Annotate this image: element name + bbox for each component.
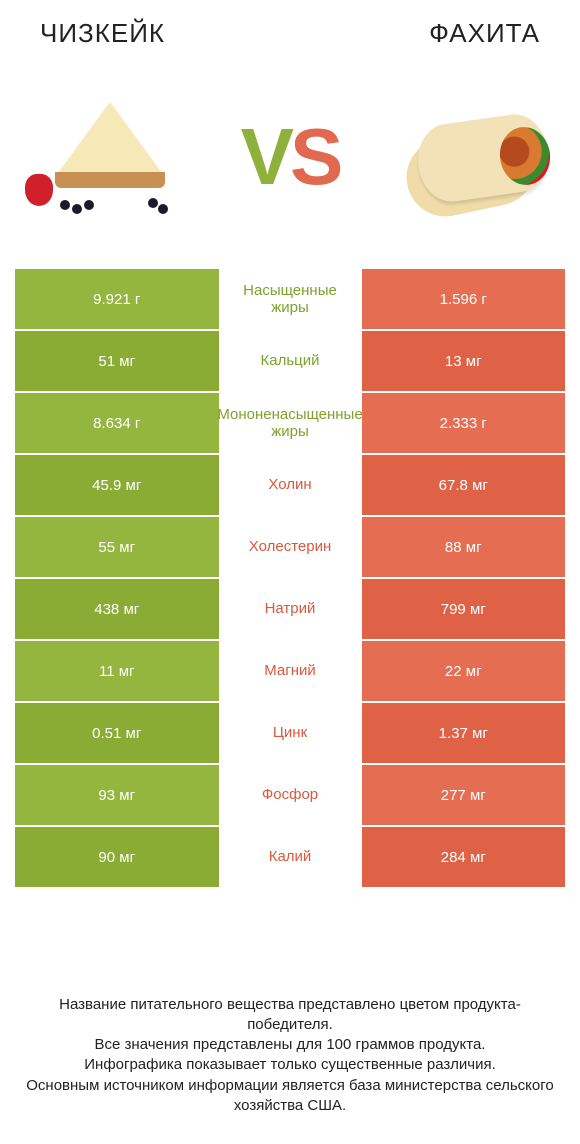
right-value: 1.37 мг: [362, 703, 566, 765]
nutrition-table: 9.921 гНасыщенные жиры1.596 г51 мгКальци…: [15, 269, 565, 889]
right-value: 67.8 мг: [362, 455, 566, 517]
table-row: 9.921 гНасыщенные жиры1.596 г: [15, 269, 565, 331]
hero: VS: [0, 57, 580, 257]
vs-label: VS: [241, 111, 340, 203]
left-value: 90 мг: [15, 827, 219, 889]
vs-s: S: [290, 112, 339, 201]
left-value: 55 мг: [15, 517, 219, 579]
left-value: 438 мг: [15, 579, 219, 641]
footer-line: Все значения представлены для 100 граммо…: [24, 1035, 556, 1055]
nutrient-label: Цинк: [219, 703, 362, 765]
table-row: 0.51 мгЦинк1.37 мг: [15, 703, 565, 765]
header: ЧИЗКЕЙК ФАХИТА: [0, 0, 580, 57]
nutrient-label: Кальций: [219, 331, 362, 393]
nutrient-label: Калий: [219, 827, 362, 889]
left-value: 9.921 г: [15, 269, 219, 331]
vs-v: V: [241, 112, 290, 201]
footer-line: Инфографика показывает только существенн…: [24, 1055, 556, 1075]
table-row: 93 мгФосфор277 мг: [15, 765, 565, 827]
right-value: 2.333 г: [362, 393, 566, 455]
nutrient-label: Магний: [219, 641, 362, 703]
right-value: 88 мг: [362, 517, 566, 579]
table-row: 8.634 гМононенасыщенные жиры2.333 г: [15, 393, 565, 455]
table-row: 45.9 мгХолин67.8 мг: [15, 455, 565, 517]
left-value: 0.51 мг: [15, 703, 219, 765]
nutrient-label: Насыщенные жиры: [219, 269, 362, 331]
left-value: 51 мг: [15, 331, 219, 393]
right-value: 13 мг: [362, 331, 566, 393]
table-row: 90 мгКалий284 мг: [15, 827, 565, 889]
table-row: 438 мгНатрий799 мг: [15, 579, 565, 641]
table-row: 11 мгМагний22 мг: [15, 641, 565, 703]
footer-line: Название питательного вещества представл…: [24, 995, 556, 1036]
left-food-title: ЧИЗКЕЙК: [40, 18, 165, 49]
nutrient-label: Мононенасыщенные жиры: [219, 393, 362, 455]
nutrient-label: Натрий: [219, 579, 362, 641]
nutrient-label: Фосфор: [219, 765, 362, 827]
right-value: 1.596 г: [362, 269, 566, 331]
table-row: 51 мгКальций13 мг: [15, 331, 565, 393]
nutrient-label: Холестерин: [219, 517, 362, 579]
table-row: 55 мгХолестерин88 мг: [15, 517, 565, 579]
right-value: 284 мг: [362, 827, 566, 889]
left-value: 93 мг: [15, 765, 219, 827]
right-value: 22 мг: [362, 641, 566, 703]
left-value: 45.9 мг: [15, 455, 219, 517]
left-value: 11 мг: [15, 641, 219, 703]
footer-notes: Название питательного вещества представл…: [0, 975, 580, 1144]
footer-line: Основным источником информации является …: [24, 1076, 556, 1117]
left-value: 8.634 г: [15, 393, 219, 455]
fajita-illustration: [390, 82, 560, 232]
right-food-title: ФАХИТА: [429, 18, 540, 49]
right-value: 277 мг: [362, 765, 566, 827]
nutrient-label: Холин: [219, 455, 362, 517]
right-value: 799 мг: [362, 579, 566, 641]
cheesecake-illustration: [20, 82, 190, 232]
